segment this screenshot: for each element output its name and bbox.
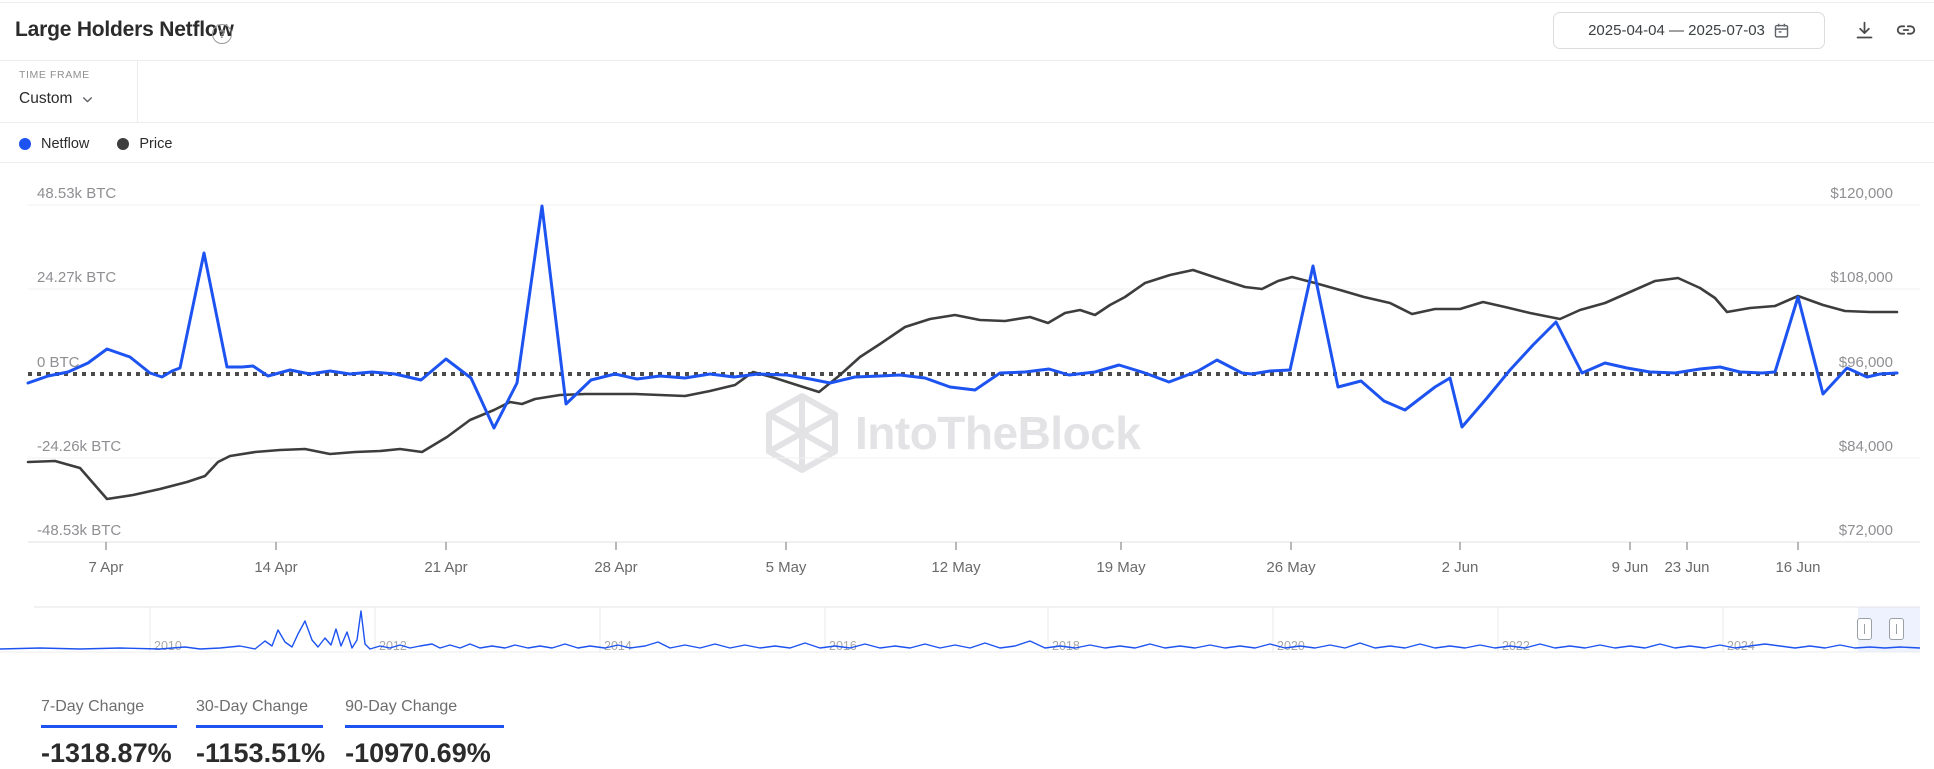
navigator-left-handle[interactable] — [1857, 618, 1872, 640]
date-range-value: 2025-04-04 — 2025-07-03 — [1588, 22, 1765, 39]
x-tick-label: 12 May — [931, 559, 981, 576]
y-right-label: $120,000 — [1830, 185, 1893, 202]
stat-underline — [41, 725, 177, 728]
year-label: 2014 — [604, 639, 632, 653]
date-range-picker[interactable]: 2025-04-04 — 2025-07-03 — [1553, 12, 1825, 49]
tab-7-day-change[interactable]: 7-Day Change -1318.87% — [41, 698, 177, 769]
year-label: 2018 — [1052, 639, 1080, 653]
main-chart-svg: 48.53k BTC $120,000 24.27k BTC $108,000 0 BT… — [26, 185, 1920, 576]
stat-underline — [196, 725, 323, 728]
x-tick-label: 21 Apr — [424, 559, 467, 576]
y-left-label: 0 BTC — [37, 354, 80, 371]
x-tick-label: 16 Jun — [1775, 559, 1820, 576]
y-left-label: 48.53k BTC — [37, 185, 116, 202]
top-border — [0, 2, 1934, 3]
x-tick-label: 9 Jun — [1612, 559, 1649, 576]
help-icon[interactable]: ? — [212, 24, 232, 44]
x-tick-label: 23 Jun — [1664, 559, 1709, 576]
share-link-button[interactable] — [1891, 15, 1921, 45]
y-right-label: $84,000 — [1839, 438, 1893, 455]
y-right-label: $108,000 — [1830, 269, 1893, 286]
x-tick-label: 19 May — [1096, 559, 1146, 576]
x-tick-label: 14 Apr — [254, 559, 297, 576]
toolbar-divider — [0, 122, 1934, 123]
navigator-right-handle[interactable] — [1889, 618, 1904, 640]
legend-item-netflow[interactable]: Netflow — [19, 136, 89, 152]
chevron-down-icon — [83, 96, 93, 102]
page-title: Large Holders Netflow — [15, 18, 234, 41]
year-label: 2012 — [379, 639, 407, 653]
y-right-label: $96,000 — [1839, 354, 1893, 371]
legend-divider — [0, 162, 1934, 163]
timeline-navigator[interactable]: 2010 2012 2014 2016 2018 2020 2022 2024 — [0, 600, 1934, 660]
x-tick-label: 7 Apr — [88, 559, 123, 576]
tab-90-day-change[interactable]: 90-Day Change -10970.69% — [345, 698, 505, 769]
link-icon — [1896, 25, 1916, 35]
y-left-label: -24.26k BTC — [37, 438, 121, 455]
header-divider — [0, 60, 1934, 61]
navigator-sparkline — [0, 610, 1921, 650]
download-button[interactable] — [1849, 15, 1879, 45]
stat-label: 90-Day Change — [345, 698, 458, 715]
x-tick-label: 28 Apr — [594, 559, 637, 576]
stat-label: 30-Day Change — [196, 698, 309, 715]
stat-underline — [345, 725, 505, 728]
tab-30-day-change[interactable]: 30-Day Change -1153.51% — [196, 698, 325, 769]
navigator-svg: 2010 2012 2014 2016 2018 2020 2022 2024 — [0, 606, 1921, 653]
x-tick-label: 26 May — [1266, 559, 1316, 576]
netflow-line — [26, 204, 1899, 430]
legend-price-label: Price — [139, 136, 173, 152]
stat-value: -1153.51% — [196, 738, 326, 768]
stat-label: 7-Day Change — [41, 698, 145, 715]
year-label: 2016 — [829, 639, 857, 653]
stat-value: -1318.87% — [41, 738, 172, 768]
legend-item-price[interactable]: Price — [117, 136, 172, 152]
timeframe-label: TIME FRAME — [19, 69, 90, 81]
stat-value: -10970.69% — [345, 738, 491, 768]
change-stats: 7-Day Change -1318.87% 30-Day Change -11… — [41, 698, 505, 769]
y-right-label: $72,000 — [1839, 522, 1893, 539]
year-label: 2020 — [1277, 639, 1305, 653]
year-label: 2010 — [154, 639, 182, 653]
download-icon — [1856, 21, 1872, 38]
timeframe-value: Custom — [19, 90, 73, 107]
calendar-icon — [1773, 22, 1790, 39]
timeframe-select[interactable]: Custom — [19, 90, 94, 108]
year-label: 2022 — [1502, 639, 1530, 653]
year-label: 2024 — [1727, 639, 1755, 653]
legend-netflow-label: Netflow — [41, 136, 90, 152]
timeframe-divider — [137, 61, 138, 122]
price-dot-icon — [117, 138, 130, 150]
netflow-dot-icon — [19, 138, 31, 150]
chart-legend: Netflow Price — [19, 136, 172, 152]
price-line — [26, 268, 1899, 501]
y-left-label: -48.53k BTC — [37, 522, 121, 539]
main-chart[interactable]: 48.53k BTC $120,000 24.27k BTC $108,000 0 BT… — [0, 162, 1934, 578]
y-left-label: 24.27k BTC — [37, 269, 116, 286]
x-tick-label: 2 Jun — [1442, 559, 1479, 576]
x-tick-label: 5 May — [766, 559, 807, 576]
